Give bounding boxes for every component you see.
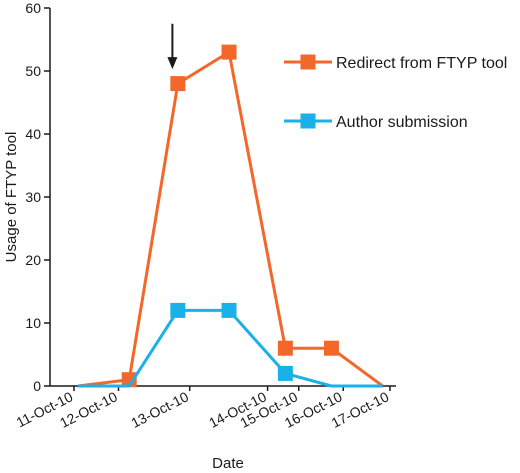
- series-0: [77, 44, 384, 388]
- y-tick-label: 50: [25, 63, 41, 79]
- annotations: [167, 23, 178, 70]
- x-axis-label: Date: [212, 455, 244, 472]
- y-tick-label: 60: [25, 0, 41, 16]
- y-tick-label: 30: [25, 189, 41, 205]
- legend-label-author: Author submission: [336, 114, 468, 131]
- y-axis-label: Usage of FTYP tool: [3, 132, 20, 263]
- data-point: [170, 302, 186, 318]
- series-1: [78, 302, 383, 388]
- data-point: [277, 340, 293, 356]
- annotation-arrow-head: [167, 57, 178, 70]
- data-point: [121, 372, 137, 388]
- data-point: [221, 44, 237, 60]
- legend-marker-redirect: [300, 54, 316, 70]
- data-point: [170, 76, 186, 92]
- y-tick-label: 0: [33, 378, 41, 394]
- data-point: [323, 340, 339, 356]
- x-tick-label: 13-Oct-10: [128, 388, 191, 431]
- series-group: [77, 44, 384, 388]
- y-tick-label: 20: [25, 252, 41, 268]
- legend-label-redirect: Redirect from FTYP tool: [336, 55, 507, 72]
- y-tick-label: 40: [25, 126, 41, 142]
- y-tick-label: 10: [25, 315, 41, 331]
- legend-marker-author: [300, 113, 316, 129]
- y-axis-ticks: 0 10 20 30 40 50 60: [25, 0, 50, 394]
- series-line: [77, 50, 384, 388]
- data-point: [221, 302, 237, 318]
- legend: Redirect from FTYP tool Author submissio…: [284, 54, 507, 131]
- data-point: [277, 365, 293, 381]
